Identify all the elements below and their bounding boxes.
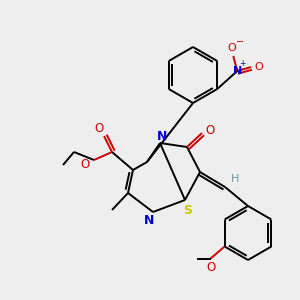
Text: N: N bbox=[144, 214, 154, 226]
Text: +: + bbox=[239, 58, 245, 68]
Text: O: O bbox=[80, 158, 90, 172]
Text: H: H bbox=[231, 174, 239, 184]
Text: O: O bbox=[206, 261, 215, 274]
Text: O: O bbox=[255, 62, 264, 72]
Text: −: − bbox=[236, 37, 244, 47]
Text: N: N bbox=[232, 66, 242, 76]
Text: O: O bbox=[228, 43, 237, 53]
Text: N: N bbox=[157, 130, 167, 142]
Text: O: O bbox=[94, 122, 103, 134]
Text: S: S bbox=[184, 203, 193, 217]
Text: O: O bbox=[206, 124, 214, 137]
